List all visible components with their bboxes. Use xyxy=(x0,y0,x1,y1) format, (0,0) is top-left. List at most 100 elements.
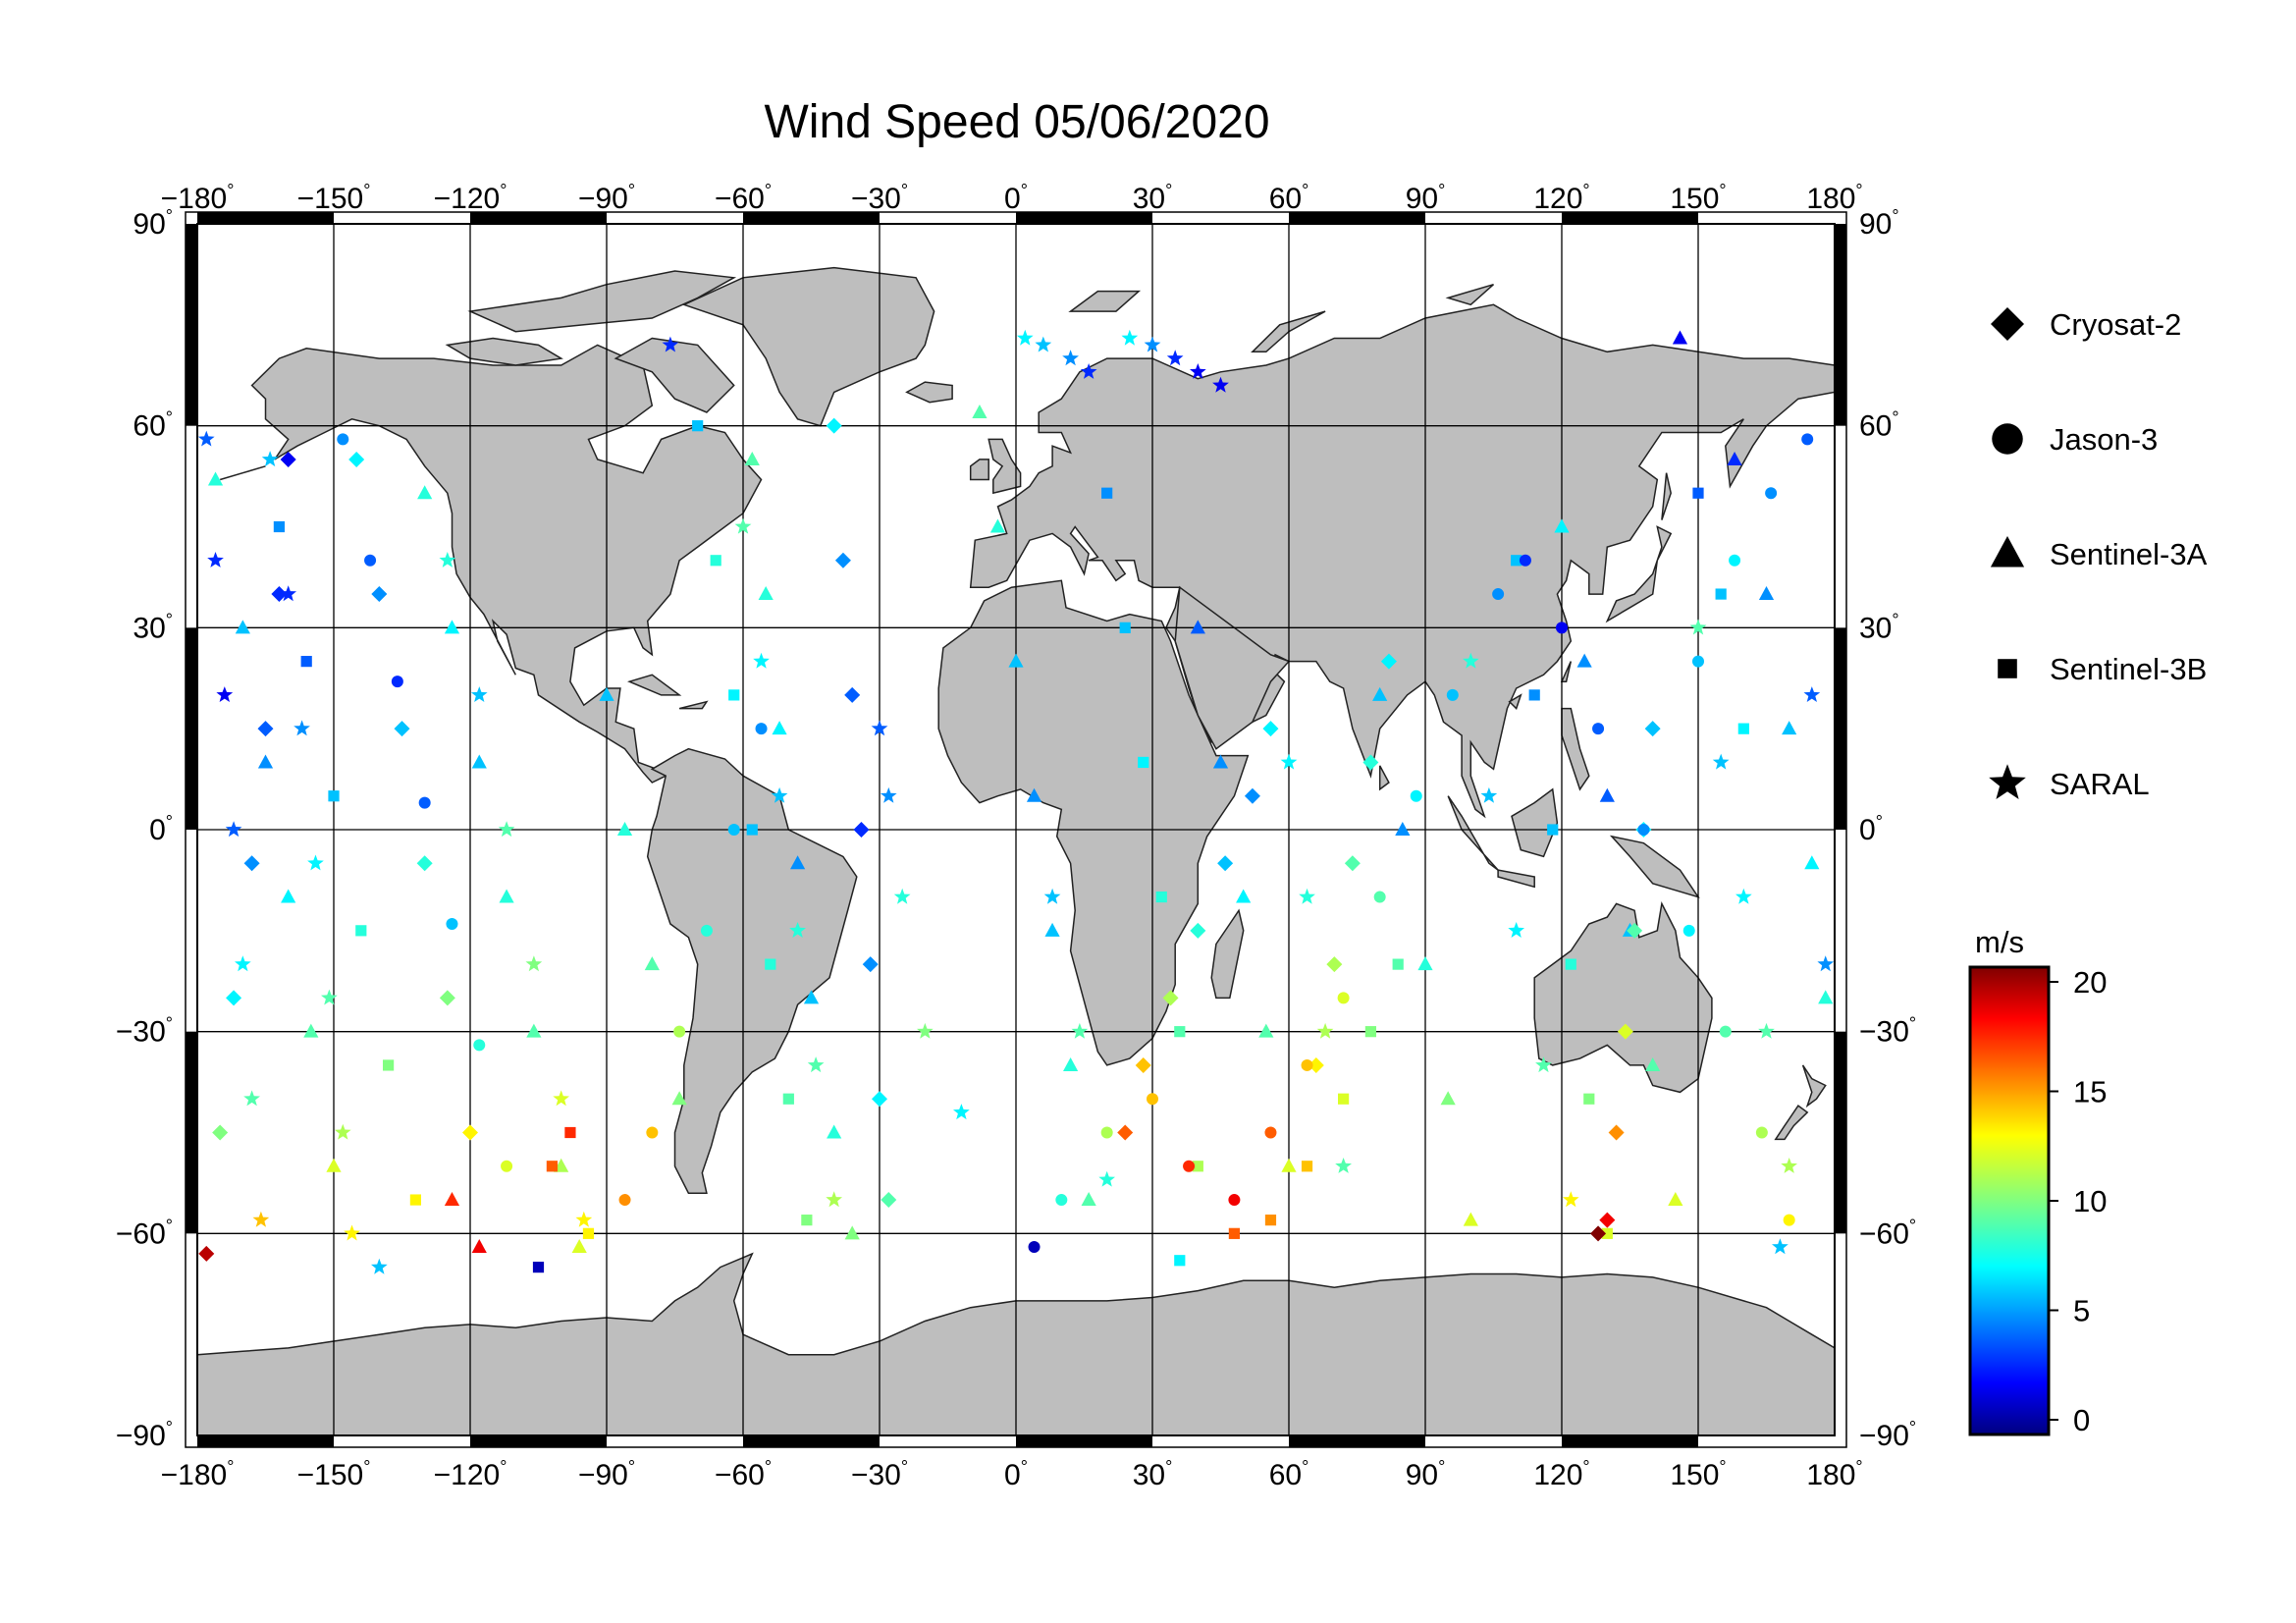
data-point xyxy=(1337,992,1350,1004)
data-point xyxy=(1410,789,1422,802)
data-point xyxy=(1417,956,1433,971)
data-point xyxy=(1162,990,1179,1006)
frame-bar-top xyxy=(470,212,607,224)
data-point xyxy=(746,824,758,836)
land-taiwan xyxy=(1560,661,1573,682)
data-point xyxy=(1147,1093,1158,1106)
lat-label-right: 90° xyxy=(1859,206,1899,241)
square-marker-icon xyxy=(1998,659,2017,678)
data-point xyxy=(364,554,377,567)
data-point xyxy=(616,822,633,836)
data-point xyxy=(1735,888,1752,904)
data-point xyxy=(417,485,433,500)
star-marker-icon xyxy=(1989,764,2026,799)
frame-bar-top xyxy=(1289,212,1425,224)
data-point xyxy=(1599,787,1615,802)
land-new-guinea xyxy=(1609,835,1700,898)
data-point xyxy=(646,1126,659,1139)
frame-bar-right xyxy=(1835,1031,1846,1234)
lon-label-bottom: −30° xyxy=(851,1457,908,1491)
lat-label-left: 0° xyxy=(149,812,173,846)
land-alaska-islands xyxy=(219,465,266,481)
satellite-tracks xyxy=(197,329,1835,1274)
data-point xyxy=(1301,1058,1313,1071)
data-point xyxy=(734,517,752,534)
data-point xyxy=(871,720,888,736)
land-south-america xyxy=(646,747,858,1194)
triangle-marker-icon xyxy=(1990,536,2025,568)
lon-label-bottom: 150° xyxy=(1670,1457,1726,1491)
data-point xyxy=(462,1124,478,1141)
data-point xyxy=(281,889,296,903)
data-point xyxy=(564,1126,576,1139)
frame-bar-bottom xyxy=(470,1435,607,1447)
data-point xyxy=(1144,336,1161,352)
data-point xyxy=(257,754,274,769)
data-point xyxy=(789,922,806,938)
land-sakhalin xyxy=(1661,472,1672,520)
lat-label-right: −90° xyxy=(1859,1418,1916,1452)
data-point xyxy=(844,686,861,703)
data-point xyxy=(1601,1227,1613,1239)
legend-label: Sentinel-3B xyxy=(2050,652,2207,686)
data-point xyxy=(1755,1126,1768,1139)
legend-item-saral: SARAL xyxy=(1989,764,2150,801)
data-point xyxy=(790,855,806,870)
data-point xyxy=(1576,653,1592,668)
lon-label-bottom: −180° xyxy=(161,1457,235,1491)
lon-label-top: 0° xyxy=(1004,181,1028,215)
data-point xyxy=(1035,336,1052,352)
data-point xyxy=(1727,451,1742,465)
data-point xyxy=(599,686,614,701)
data-point xyxy=(1729,554,1741,567)
data-point xyxy=(326,1158,342,1172)
legend-item-sentinel-3a: Sentinel-3A xyxy=(1990,536,2208,571)
data-point xyxy=(1463,1212,1478,1226)
data-point xyxy=(371,586,388,603)
data-point xyxy=(321,989,338,1005)
data-point xyxy=(1590,1225,1607,1242)
data-point xyxy=(772,721,787,735)
data-point xyxy=(271,586,288,603)
data-point xyxy=(662,336,679,352)
data-point xyxy=(444,620,460,634)
data-point xyxy=(1344,855,1361,872)
frame-bar-left xyxy=(186,627,197,830)
lon-label-bottom: 90° xyxy=(1406,1457,1446,1491)
data-point xyxy=(1380,653,1397,670)
data-point xyxy=(1782,721,1797,735)
data-point xyxy=(1228,1227,1240,1239)
lat-label-right: −30° xyxy=(1859,1014,1916,1049)
data-point xyxy=(872,1091,887,1108)
data-point xyxy=(803,990,820,1004)
data-point xyxy=(1562,1191,1579,1208)
data-point xyxy=(348,451,365,467)
data-point xyxy=(1758,1022,1775,1039)
colorbar-unit-label: m/s xyxy=(1975,925,2024,959)
data-point xyxy=(782,1093,794,1105)
land-philippines xyxy=(1561,707,1590,791)
data-point xyxy=(827,1124,842,1139)
lon-label-top: 180° xyxy=(1806,181,1862,215)
data-point xyxy=(444,1192,460,1207)
lon-label-bottom: −60° xyxy=(715,1457,772,1491)
frame-bar-bottom xyxy=(197,1435,334,1447)
data-point xyxy=(1338,1093,1350,1105)
lat-label-right: 60° xyxy=(1859,408,1899,443)
data-point xyxy=(1803,686,1821,702)
data-point xyxy=(1719,1025,1732,1038)
land-canadian-arctic-1 xyxy=(467,270,737,333)
lat-label-left: −30° xyxy=(116,1014,173,1049)
data-point xyxy=(618,1194,631,1207)
frame-bar-left xyxy=(186,224,197,426)
data-point xyxy=(501,1160,513,1172)
data-point xyxy=(1508,922,1524,938)
data-point xyxy=(1062,350,1079,366)
data-point xyxy=(692,420,704,432)
data-point xyxy=(1190,620,1205,634)
land-cuba xyxy=(626,674,682,696)
data-point xyxy=(1101,487,1113,499)
data-point xyxy=(758,586,774,601)
frame-bar-right xyxy=(1835,224,1846,426)
